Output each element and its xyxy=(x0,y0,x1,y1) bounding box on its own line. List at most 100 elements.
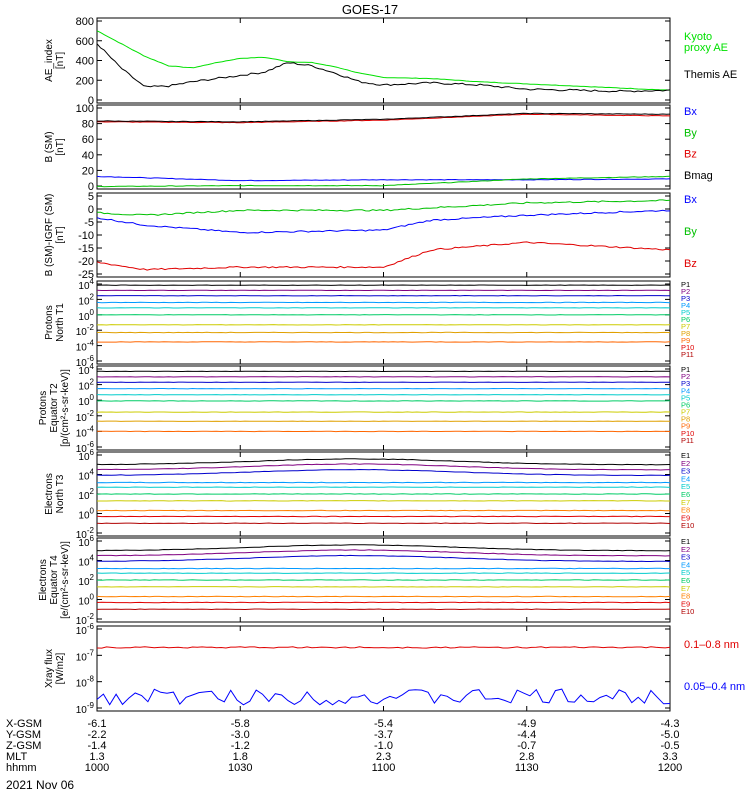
series-line-bx xyxy=(97,176,670,180)
series-line-e4 xyxy=(97,568,670,569)
panel-3: B (SM)-IGRF (SM)[nT]50-5-10-15-20-25BxBy… xyxy=(44,191,697,281)
series-line-bz xyxy=(97,242,670,270)
series-group xyxy=(97,285,670,342)
y-axis-title: Xray flux[W/m2] xyxy=(44,649,66,688)
y-tick-label: 200 xyxy=(76,75,94,87)
y-axis-title-line: [W/m2] xyxy=(55,652,66,684)
y-axis-title-line: B (SM) xyxy=(44,131,55,162)
y-tick-label: 100 xyxy=(78,593,94,608)
y-axis-title-line: [nT] xyxy=(55,138,66,155)
y-tick-label: 400 xyxy=(76,56,94,68)
panel-frame xyxy=(97,366,670,450)
y-tick-label: 10-4 xyxy=(76,339,95,354)
y-tick-label: 40 xyxy=(82,150,94,162)
x-column-value: 1100 xyxy=(372,762,396,774)
series-group xyxy=(97,647,670,705)
y-tick-label: 104 xyxy=(78,468,94,483)
legend-entry: Bx xyxy=(684,194,697,206)
panel-8: Xray flux[W/m2]10-610-710-810-90.1–0.8 n… xyxy=(44,622,745,716)
series-group xyxy=(97,371,670,431)
y-tick-label: 10-7 xyxy=(76,648,95,663)
y-tick-label: 10-4 xyxy=(76,424,95,439)
series-line-kyoto-proxy-ae xyxy=(97,31,670,90)
y-axis-title-line: Electrons xyxy=(38,559,49,601)
series-line-0-1-0-8-nm xyxy=(97,647,670,648)
y-tick-label: 10-9 xyxy=(76,701,95,716)
y-axis-title-line: [nT] xyxy=(55,226,66,243)
legend-entry: P11 xyxy=(681,436,694,445)
y-tick-label: 60 xyxy=(82,134,94,146)
y-axis-title: AE_index[nT] xyxy=(44,39,66,82)
legend-entry: Bz xyxy=(684,149,697,161)
y-axis-title-line: Equator T2 xyxy=(49,383,60,433)
series-line-e4 xyxy=(97,482,670,483)
y-axis-title-line: North T1 xyxy=(55,303,66,342)
y-tick-label: 10-2 xyxy=(76,409,95,424)
plot-title: GOES-17 xyxy=(342,2,398,17)
legend-entry: Bmag xyxy=(684,170,713,182)
series-line-e3 xyxy=(97,470,670,476)
legend-entry: E10 xyxy=(681,521,694,530)
series-group xyxy=(97,200,670,270)
legend-entry: proxy AE xyxy=(684,42,728,54)
y-tick-label: 102 xyxy=(78,573,94,588)
series-line-e8 xyxy=(97,596,670,597)
y-tick-label: -15 xyxy=(78,243,94,255)
series-line-e3 xyxy=(97,555,670,561)
y-tick-label: 100 xyxy=(78,308,94,323)
series-line-e9 xyxy=(97,602,670,603)
y-axis-title-line: North T3 xyxy=(55,474,66,513)
y-axis-title-line: Xray flux xyxy=(44,649,55,688)
legend-entry: 0.1–0.8 nm xyxy=(684,639,739,651)
series-group xyxy=(97,459,670,524)
series-line-e10 xyxy=(97,609,670,610)
y-tick-label: 102 xyxy=(78,487,94,502)
date-label: 2021 Nov 06 xyxy=(6,778,74,792)
legend-entry: E10 xyxy=(681,607,694,616)
x-row-label: hhmm xyxy=(6,762,37,774)
series-group xyxy=(97,31,670,92)
series-line-e9 xyxy=(97,516,670,517)
series-line-0-05-0-4-nm xyxy=(97,689,670,705)
y-tick-label: 100 xyxy=(78,393,94,408)
legend-entry: 0.05–0.4 nm xyxy=(684,681,745,693)
legend-entry: Bx xyxy=(684,106,697,118)
panel-frame xyxy=(97,193,670,277)
panel-frame xyxy=(97,105,670,189)
y-axis-title-line: Equator T4 xyxy=(49,555,60,605)
legend-entry: Themis AE xyxy=(684,69,737,81)
series-line-themis-ae xyxy=(97,44,670,92)
x-column-value: 1030 xyxy=(228,762,252,774)
series-line-e5 xyxy=(97,573,670,574)
series-line-by xyxy=(97,200,670,215)
y-tick-label: 0 xyxy=(88,204,94,216)
x-axis-labels: X-GSMY-GSMZ-GSMMLThhmm-6.1-2.2-1.41.3100… xyxy=(6,718,682,774)
legend-entry: P11 xyxy=(681,350,694,359)
y-axis-title-line: AE_index xyxy=(44,39,55,82)
y-tick-label: 800 xyxy=(76,16,94,28)
y-axis-title-line: B (SM)-IGRF (SM) xyxy=(44,194,55,277)
y-axis-title: B (SM)-IGRF (SM)[nT] xyxy=(44,194,66,277)
y-tick-label: 20 xyxy=(82,165,94,177)
series-line-e7 xyxy=(97,501,670,502)
y-axis-title-line: [e/(cm²-s-sr-keV)] xyxy=(60,541,71,619)
y-tick-label: 104 xyxy=(78,554,94,569)
series-line-e8 xyxy=(97,510,670,511)
y-tick-label: 10-8 xyxy=(76,675,95,690)
y-tick-label: 102 xyxy=(78,292,94,307)
y-tick-label: 5 xyxy=(88,191,94,203)
y-axis-title-line: Electrons xyxy=(44,473,55,515)
y-tick-label: 600 xyxy=(76,36,94,48)
y-axis-title: B (SM)[nT] xyxy=(44,131,66,162)
y-tick-label: -20 xyxy=(78,256,94,268)
